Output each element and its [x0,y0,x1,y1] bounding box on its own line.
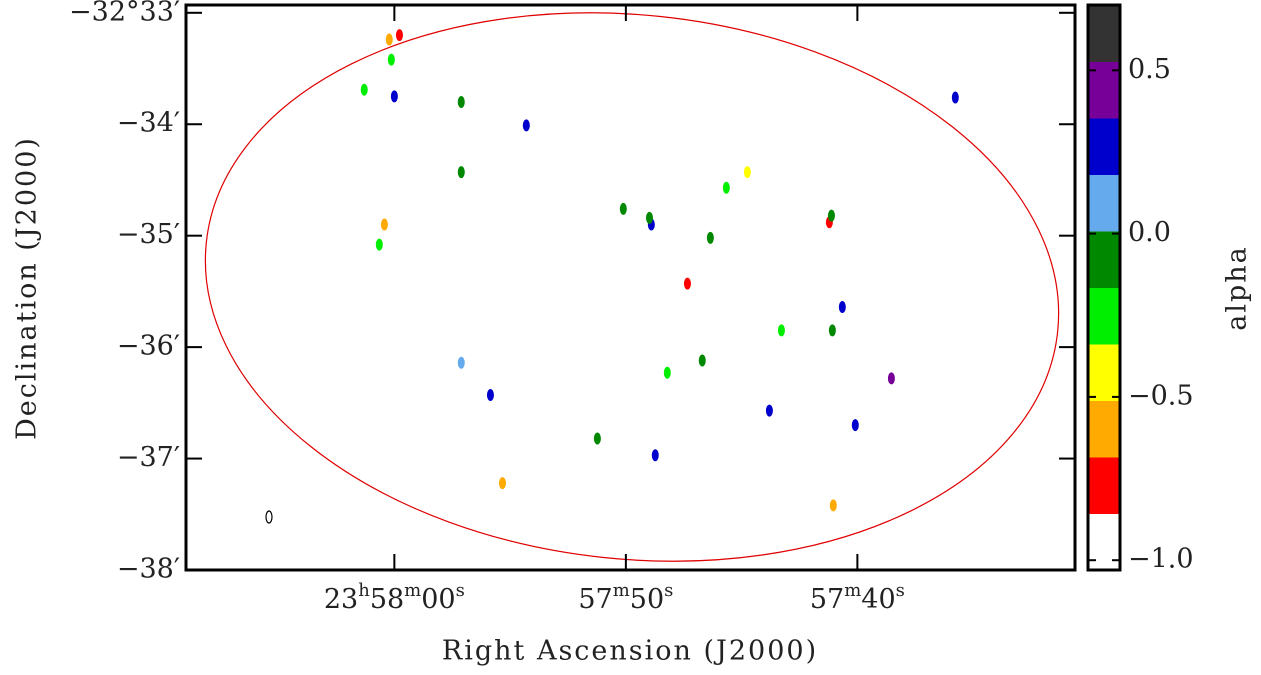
colorbar-band [1088,457,1120,514]
source [646,212,653,224]
source [523,119,530,131]
beam [266,511,272,523]
source [396,29,403,41]
chart: Right Ascension (J2000) Declination (J20… [0,0,1261,675]
colorbar-title: alpha [1222,245,1253,331]
colorbar-band [1088,5,1120,62]
source [386,34,393,46]
colorbar-band [1088,288,1120,345]
colorbar-tick-label: 0.5 [1128,54,1171,85]
source [388,54,395,66]
region-ellipse [178,0,1086,602]
source [381,219,388,231]
colorbar-tick-label: −1.0 [1128,544,1194,575]
source [852,419,859,431]
colorbar-band [1088,175,1120,232]
x-tick-label: 57m40s [810,580,905,615]
source [684,278,691,290]
source [487,389,494,401]
y-tick-label: −38′ [117,554,180,585]
source [778,324,785,336]
x-tick-label: 23h58m00s [324,580,465,615]
source [391,90,398,102]
source [699,354,706,366]
y-axis-title: Declination (J2000) [12,136,43,440]
source [664,367,671,379]
colorbar-tick-label: 0.0 [1128,217,1171,248]
colorbar-tick-label: −0.5 [1128,380,1194,411]
source [839,301,846,313]
source [361,84,368,96]
source [620,203,627,215]
y-tick-label: −34′ [117,108,180,139]
source [829,324,836,336]
y-tick-label: −35′ [117,219,180,250]
source [766,405,773,417]
source [888,372,895,384]
x-tick-label: 57m50s [578,580,673,615]
source [594,433,601,445]
y-tick-label: −36′ [117,331,180,362]
source [652,449,659,461]
source [458,166,465,178]
source [376,239,383,251]
source [952,91,959,103]
colorbar-band [1088,344,1120,401]
source [458,357,465,369]
source [744,166,751,178]
source [707,232,714,244]
source [723,182,730,194]
source [458,96,465,108]
colorbar-band [1088,401,1120,458]
colorbar-band [1088,118,1120,175]
colorbar-band [1088,231,1120,288]
y-tick-label: −32°33′ [69,0,180,27]
source [499,477,506,489]
colorbar-band [1088,514,1120,571]
y-tick-label: −37′ [117,442,180,473]
x-axis-title: Right Ascension (J2000) [442,636,818,667]
source [830,499,837,511]
source [828,210,835,222]
plot-frame [186,5,1075,570]
